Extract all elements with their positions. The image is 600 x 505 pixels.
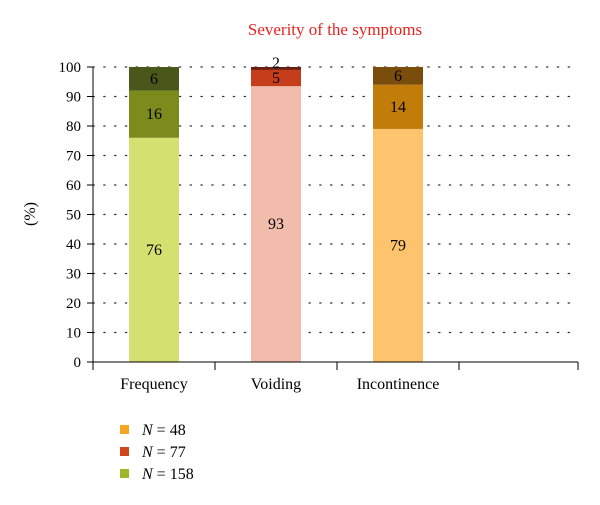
legend-entry-variable: N <box>141 444 154 461</box>
x-category-label: Voiding <box>251 376 301 393</box>
bar-segment-label: 5 <box>272 70 280 87</box>
bar-segment-label: 76 <box>146 242 162 259</box>
bar-segment-label: 79 <box>390 237 406 254</box>
legend-swatch <box>120 469 129 478</box>
bar-segment <box>129 90 179 138</box>
bar-segment <box>373 128 423 362</box>
y-tick-label: 40 <box>66 237 81 253</box>
legend-swatch <box>120 425 129 434</box>
legend-entry: N = 48 <box>141 422 186 439</box>
x-category-label: Frequency <box>120 376 188 393</box>
bar-segment <box>129 67 179 91</box>
bar-segment-label: 93 <box>268 216 284 233</box>
bars: 76 16 6 93 52 79 14 6 <box>129 55 423 363</box>
y-tick-label: 70 <box>66 149 81 165</box>
y-axis-ticks: 0 10 20 30 40 50 60 70 80 90 100 <box>59 60 93 371</box>
y-tick-label: 60 <box>66 178 81 194</box>
y-tick-label: 50 <box>66 208 81 224</box>
legend-entry-value: = 77 <box>153 444 186 461</box>
bar-segment <box>373 67 423 85</box>
y-tick-label: 100 <box>59 60 82 76</box>
bar-segment <box>373 84 423 129</box>
y-tick-label: 80 <box>66 119 81 135</box>
bar-segment-label: 16 <box>146 106 162 123</box>
legend-entry-value: = 158 <box>153 466 194 483</box>
y-axis-label: (%) <box>22 202 39 226</box>
legend-entry: N = 158 <box>141 466 194 483</box>
legend-entry-value: = 48 <box>153 422 186 439</box>
bar-segment <box>129 137 179 362</box>
bar-segment-label: 6 <box>394 68 402 85</box>
legend-entry: N = 77 <box>141 444 186 461</box>
bar-segment <box>251 86 301 363</box>
bar-segment-label: 6 <box>150 71 158 88</box>
bar-segment <box>251 69 301 87</box>
y-tick-label: 10 <box>66 326 81 342</box>
bar-segment-label: 14 <box>390 99 406 116</box>
legend-entry-variable: N <box>141 422 154 439</box>
bar-segment-label: 2 <box>272 55 280 72</box>
chart-title: Severity of the symptoms <box>248 20 422 39</box>
y-tick-label: 90 <box>66 90 81 106</box>
x-category-label: Incontinence <box>357 376 440 393</box>
y-tick-label: 30 <box>66 267 81 283</box>
bar-segment <box>251 67 301 70</box>
x-axis-categories: Frequency Voiding Incontinence <box>120 376 439 393</box>
legend: N = 48N = 77N = 158 <box>120 422 194 483</box>
y-tick-label: 20 <box>66 296 81 312</box>
legend-entry-variable: N <box>141 466 154 483</box>
y-tick-label: 0 <box>74 355 82 371</box>
legend-swatch <box>120 447 129 456</box>
axes <box>92 67 579 370</box>
